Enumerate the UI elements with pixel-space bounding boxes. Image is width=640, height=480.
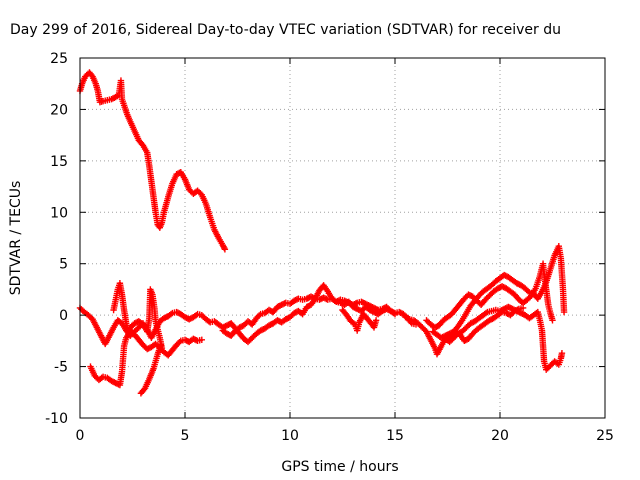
data-point-marker [482,309,490,317]
x-axis-label: GPS time / hours [281,459,398,475]
y-tick-label: 10 [50,205,68,221]
x-tick-label: 10 [281,428,299,444]
data-point-marker [157,341,165,349]
data-point-marker [198,336,205,344]
plot-frame [79,57,606,419]
series-satellite-5 [137,341,165,397]
data-point-marker [372,317,380,324]
y-tick-label: 0 [59,308,68,324]
series-satellite-1 [76,69,229,253]
series-satellite-8 [402,303,566,373]
y-axis-label: SDTVAR / TECUs [8,181,24,296]
data-point-marker [221,246,229,253]
chart-title: Day 299 of 2016, Sidereal Day-to-day VTE… [10,22,561,38]
data-point-marker [560,308,568,316]
data-points [76,69,568,397]
series-satellite-11 [444,304,527,345]
y-tick-label: 25 [50,51,68,67]
series-satellite-3 [87,328,205,389]
x-tick-label: 15 [386,428,404,444]
data-point-marker [519,304,527,312]
x-tick-label: 20 [491,428,509,444]
x-tick-label: 5 [181,428,190,444]
series-satellite-7 [339,306,380,334]
grid [80,58,605,418]
y-tick-label: 5 [59,257,68,273]
data-point-marker [197,190,204,197]
x-tick-label: 0 [76,428,85,444]
data-point-marker [176,339,183,346]
axis-ticks: 0 5 10 15 20 25 -10 -5 0 5 10 15 20 25 [45,51,614,444]
series-satellite-6 [219,293,399,339]
x-tick-label: 25 [596,428,614,444]
data-point-marker [390,309,397,317]
data-point-marker [391,310,399,318]
y-tick-label: 20 [50,102,68,118]
y-tick-label: 15 [50,154,68,170]
series-satellite-2 [76,282,420,348]
data-point-marker [167,310,175,318]
data-point-marker [524,287,532,295]
data-point-marker [256,312,263,319]
y-tick-label: -10 [45,411,68,427]
y-tick-label: -5 [54,360,68,376]
data-point-marker [549,317,556,324]
data-point-marker [558,350,566,357]
